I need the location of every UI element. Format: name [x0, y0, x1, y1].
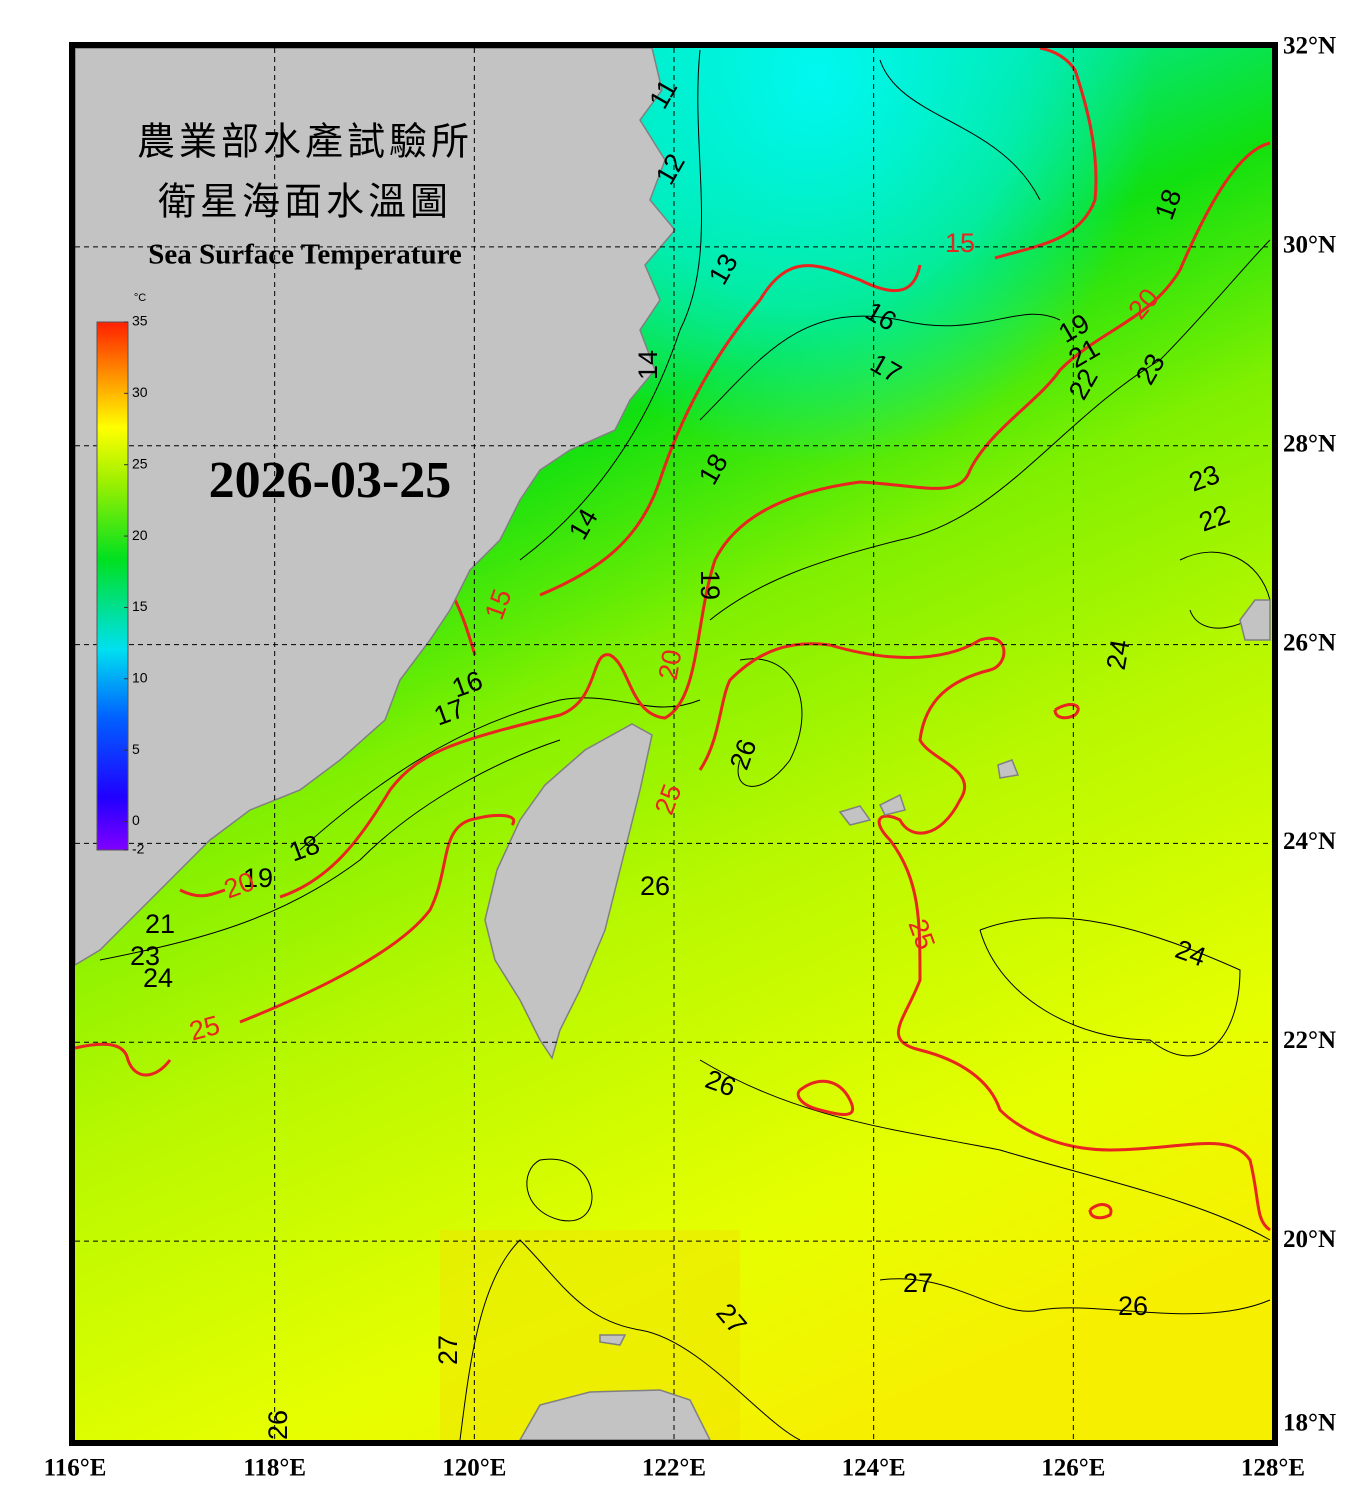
colorbar-tick-label: 25	[132, 455, 148, 471]
contour-label: 14	[633, 350, 663, 380]
contour-20	[279, 141, 1271, 899]
contour-label: 24	[1101, 637, 1136, 672]
title-line: 衛星海面水溫圖	[158, 180, 452, 224]
colorbar-tick-label: 10	[132, 669, 148, 685]
colorbar-tick-label: 30	[132, 384, 148, 400]
lat-tick-label: 24°N	[1283, 828, 1336, 855]
contour	[526, 1158, 593, 1222]
mainland-china	[75, 48, 676, 966]
contour-25	[239, 814, 516, 1024]
contour-label: 19	[695, 570, 725, 600]
colorbar-tick-label: 20	[132, 527, 148, 543]
contour-label: 21	[145, 909, 175, 939]
colorbar-tick-label: -2	[132, 841, 145, 857]
contour	[299, 697, 701, 851]
lat-tick-label: 22°N	[1283, 1027, 1336, 1054]
colorbar-tick-label: 35	[132, 313, 148, 329]
contour-25	[1088, 1203, 1113, 1220]
contour	[979, 917, 1241, 1057]
contour	[709, 239, 1271, 621]
lat-tick-label: 32°N	[1283, 33, 1336, 60]
contour	[879, 59, 1041, 201]
lon-tick-label: 122°E	[642, 1455, 706, 1482]
contour-25	[698, 636, 1271, 1232]
contour-label: 26	[640, 871, 670, 901]
contour	[699, 1059, 1271, 1241]
contour	[459, 1239, 801, 1440]
lon-tick-label: 126°E	[1041, 1455, 1105, 1482]
contour-label: 26	[1118, 1291, 1148, 1321]
contour-15	[453, 599, 477, 656]
contour-label: 27	[903, 1268, 933, 1298]
island	[997, 759, 1020, 779]
lon-tick-label: 116°E	[44, 1455, 107, 1482]
contour-25	[75, 1042, 172, 1077]
colorbar-tick-label: 0	[132, 812, 140, 828]
date: 2026-03-25	[209, 452, 452, 509]
lon-tick-label: 124°E	[842, 1455, 906, 1482]
contour	[99, 739, 561, 961]
island	[599, 1334, 627, 1346]
lat-tick-label: 28°N	[1283, 430, 1336, 457]
lat-tick-label: 20°N	[1283, 1226, 1336, 1253]
contour-25	[796, 1079, 854, 1116]
subtitle: Sea Surface Temperature	[148, 239, 462, 271]
island	[838, 805, 872, 826]
island	[878, 793, 906, 816]
colorbar-unit: °C	[134, 292, 146, 304]
contour-label: 15	[945, 228, 975, 258]
island	[1239, 599, 1271, 641]
contour-label: 26	[263, 1410, 293, 1440]
lat-tick-label: 30°N	[1283, 232, 1336, 259]
lon-tick-label: 128°E	[1241, 1455, 1305, 1482]
contour	[699, 313, 1061, 421]
highlight-contours	[75, 48, 1271, 1232]
contour	[519, 49, 703, 561]
lat-tick-label: 26°N	[1283, 629, 1336, 656]
contour-label: 23	[130, 941, 160, 971]
contour-20	[179, 888, 226, 898]
colorbar-tick-label: 15	[132, 598, 148, 614]
contour-label: 24	[143, 963, 173, 993]
lon-tick-label: 118°E	[243, 1455, 306, 1482]
contour	[737, 658, 803, 787]
contour-label: 27	[433, 1335, 463, 1365]
taiwan	[484, 723, 653, 1060]
contour-15	[994, 48, 1098, 260]
lon-tick-label: 120°E	[442, 1455, 506, 1482]
lat-tick-label: 18°N	[1283, 1410, 1336, 1437]
colorbar-tick-label: 5	[132, 741, 140, 757]
contour	[879, 1278, 1271, 1315]
contour-label: 20	[653, 647, 688, 682]
contour-25	[1053, 703, 1080, 720]
land	[75, 48, 1271, 1440]
colorbar	[96, 321, 129, 851]
contours	[99, 49, 1271, 1440]
contour-15	[539, 264, 922, 597]
graticule	[75, 48, 1273, 1440]
contour-label: 19	[243, 863, 273, 893]
frame	[69, 42, 1278, 1446]
luzon	[519, 1389, 711, 1440]
title-line: 農業部水產試驗所	[137, 120, 473, 164]
